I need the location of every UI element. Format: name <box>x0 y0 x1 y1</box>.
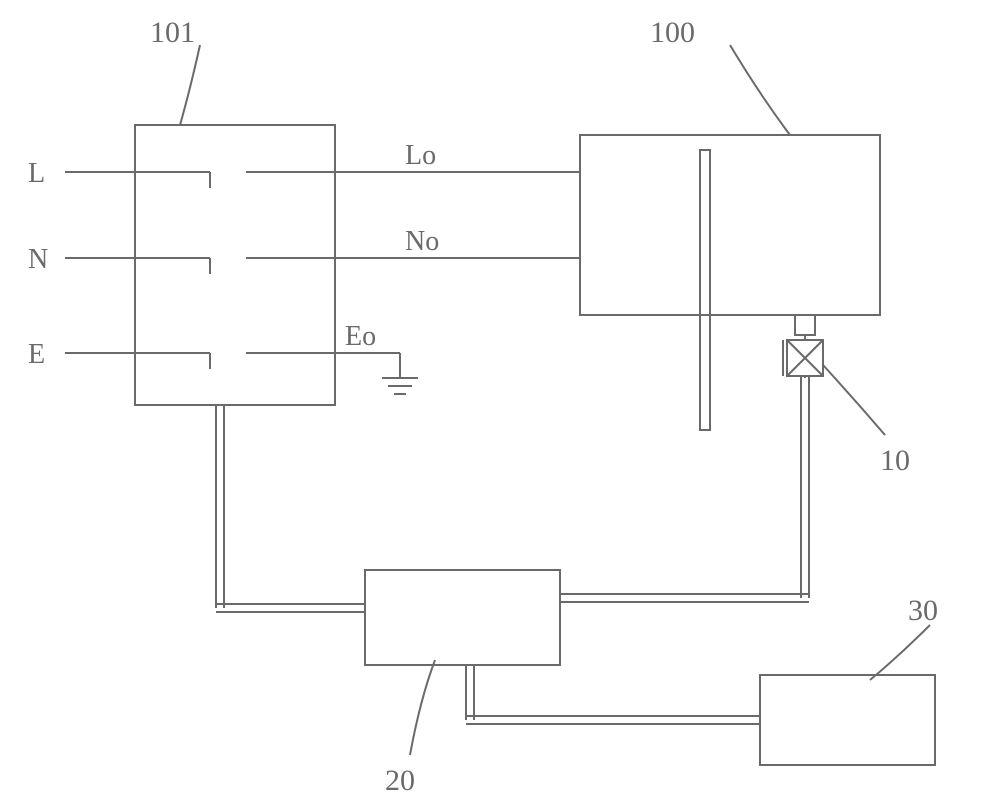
label-Eo: Eo <box>345 321 376 352</box>
label-E: E <box>28 339 45 370</box>
label-ref-100: 100 <box>650 16 695 49</box>
label-ref-101: 101 <box>150 16 195 49</box>
label-ref-10: 10 <box>880 444 910 477</box>
label-ref-20: 20 <box>385 764 415 797</box>
label-Lo: Lo <box>405 140 436 171</box>
stroke-layer <box>65 45 935 765</box>
label-N: N <box>28 244 48 275</box>
label-ref-30: 30 <box>908 594 938 627</box>
label-L: L <box>28 158 45 189</box>
diagram-canvas: 101 100 10 20 30 L N E Lo No Eo <box>0 0 1000 803</box>
label-No: No <box>405 226 439 257</box>
